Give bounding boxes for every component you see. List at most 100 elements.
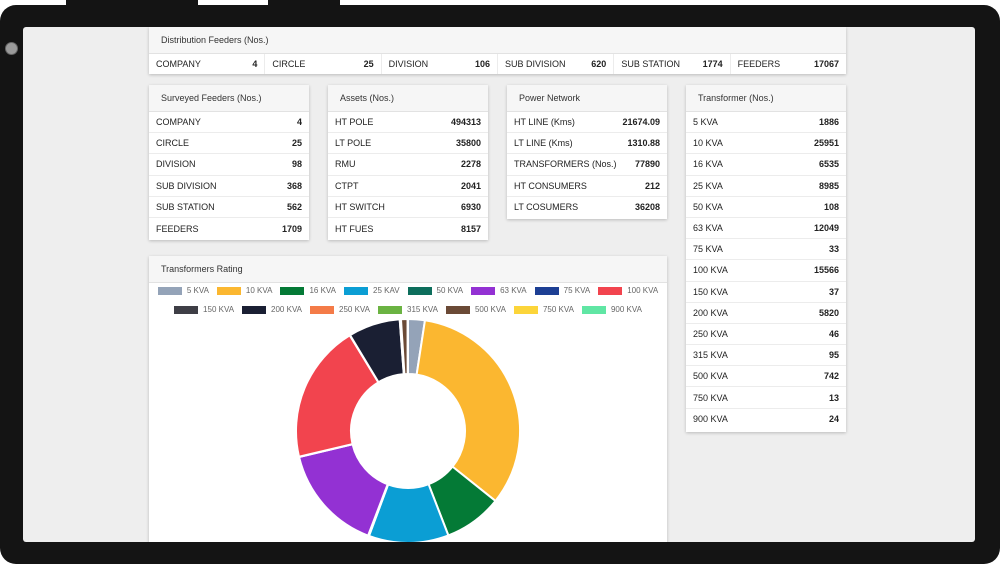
stat-row: 150 KVA 37 (686, 282, 846, 303)
stat-value: 212 (644, 180, 660, 191)
stat-value: 25 (363, 59, 374, 69)
stat-label: HT POLE (335, 117, 374, 128)
legend-label: 16 KVA (309, 286, 336, 295)
legend-label: 900 KVA (610, 305, 642, 314)
legend-swatch (581, 305, 606, 314)
stat-label: SUB STATION (156, 201, 215, 212)
legend-swatch (407, 286, 432, 295)
legend-swatch (513, 305, 538, 314)
legend-item[interactable]: 750 KVA (513, 305, 574, 314)
legend-item[interactable]: 100 KVA (598, 286, 658, 295)
legend-item[interactable]: 25 KAV (344, 286, 400, 295)
legend-item[interactable]: 315 KVA (378, 305, 438, 314)
assets-title: Assets (Nos.) (328, 85, 488, 112)
stat-label: CIRCLE (156, 138, 190, 149)
stat-value: 1310.88 (627, 138, 660, 149)
stat-row: 63 KVA 12049 (686, 218, 846, 240)
stat-cell: DIVISION 106 (382, 54, 498, 74)
stat-label: 5 KVA (693, 117, 718, 128)
stat-label: CTPT (335, 180, 359, 191)
dashboard-screen: Distribution Feeders (Nos.) COMPANY 4 CIR… (23, 27, 975, 542)
legend-item[interactable]: 150 KVA (174, 305, 234, 314)
legend-label: 200 KVA (271, 305, 303, 314)
power-network-title: Power Network (507, 85, 667, 112)
stat-value: 1886 (818, 117, 839, 128)
stat-label: HT LINE (Kms) (514, 117, 575, 128)
legend-label: 75 KVA (563, 286, 591, 295)
stat-label: 16 KVA (693, 159, 723, 170)
stat-value: 6930 (460, 201, 481, 212)
stat-label: DIVISION (388, 59, 429, 69)
surveyed-feeders-title: Surveyed Feeders (Nos.) (149, 85, 309, 112)
stat-label: 10 KVA (693, 138, 723, 149)
stat-value: 4 (296, 117, 302, 128)
stat-value: 77890 (634, 159, 660, 170)
legend-label: 50 KVA (436, 286, 464, 295)
stat-row: 10 KVA 25951 (686, 133, 846, 155)
stat-row: 25 KVA 8985 (686, 176, 846, 197)
distribution-feeders-card: Distribution Feeders (Nos.) COMPANY 4 CIR… (149, 27, 846, 74)
distribution-feeders-row: COMPANY 4 CIRCLE 25 DIVISION 106 SUB DIVISI… (149, 54, 846, 74)
stat-value: 368 (286, 180, 302, 191)
stat-label: SUB DIVISION (504, 59, 566, 69)
stat-label: 63 KVA (693, 223, 723, 234)
legend-item[interactable]: 200 KVA (242, 305, 302, 314)
legend-label: 10 KVA (245, 286, 273, 295)
stat-row: DIVISION 98 (149, 154, 309, 176)
donut-slice[interactable] (415, 319, 521, 503)
power-network-card: Power Network HT LINE (Kms) 21674.09 LT L… (507, 85, 667, 219)
stat-label: 750 KVA (693, 392, 728, 403)
legend-label: 100 KVA (627, 286, 659, 295)
stat-label: LT POLE (335, 138, 372, 149)
legend-item[interactable]: 16 KVA (280, 286, 336, 295)
legend-label: 150 KVA (203, 305, 235, 314)
stat-row: 900 KVA 24 (686, 409, 846, 430)
stat-row: 750 KVA 13 (686, 387, 846, 409)
stat-label: FEEDERS (737, 59, 781, 69)
legend-swatch (174, 305, 199, 314)
legend-item[interactable]: 50 KVA (407, 286, 464, 295)
stat-value: 562 (286, 201, 302, 212)
transformers-rating-card: Transformers Rating 5 KVA 10 KVA 16 KVA 25 … (149, 256, 667, 542)
legend-item[interactable]: 500 KVA (445, 305, 506, 314)
legend-item[interactable]: 900 KVA (581, 305, 642, 314)
stat-label: HT FUES (335, 223, 374, 234)
legend-label: 750 KVA (542, 305, 574, 314)
stat-label: 200 KVA (693, 307, 728, 318)
stat-row: 75 KVA 33 (686, 239, 846, 261)
legend-item[interactable]: 63 KVA (471, 286, 527, 295)
stat-row: TRANSFORMERS (Nos.) 77890 (507, 154, 667, 176)
chart-legend: 5 KVA 10 KVA 16 KVA 25 KAV 50 KVA 63 KVA 75 KV… (149, 286, 667, 314)
stat-row: HT POLE 494313 (328, 112, 488, 134)
legend-swatch (242, 305, 267, 314)
stat-value: 8157 (460, 223, 481, 234)
stat-value: 17067 (813, 59, 839, 69)
stat-label: HT CONSUMERS (514, 180, 587, 191)
stat-value: 24 (828, 414, 839, 425)
stat-value: 6535 (818, 159, 839, 170)
stat-row: HT CONSUMERS 212 (507, 176, 667, 197)
stat-row: LT POLE 35800 (328, 133, 488, 155)
stat-row: HT FUES 8157 (328, 218, 488, 239)
stat-value: 12049 (813, 223, 839, 234)
legend-item[interactable]: 250 KVA (310, 305, 370, 314)
stat-cell: CIRCLE 25 (265, 54, 382, 74)
stat-value: 36208 (634, 202, 660, 213)
legend-item[interactable]: 75 KVA (534, 286, 591, 295)
stat-value: 2041 (460, 180, 481, 191)
stat-value: 21674.09 (622, 117, 660, 128)
legend-label: 5 KVA (186, 286, 209, 295)
stat-label: DIVISION (156, 159, 196, 170)
camera-dot (5, 42, 18, 55)
stat-label: COMPANY (156, 59, 201, 69)
stat-row: RMU 2278 (328, 154, 488, 176)
legend-swatch (157, 286, 182, 295)
legend-item[interactable]: 10 KVA (216, 286, 273, 295)
stat-label: COMPANY (156, 117, 201, 128)
stat-label: HT SWITCH (335, 201, 385, 212)
stat-value: 25951 (813, 138, 839, 149)
legend-item[interactable]: 5 KVA (157, 286, 209, 295)
stat-label: 25 KVA (693, 180, 723, 191)
stat-value: 15566 (813, 265, 839, 276)
stat-value: 33 (828, 244, 839, 255)
